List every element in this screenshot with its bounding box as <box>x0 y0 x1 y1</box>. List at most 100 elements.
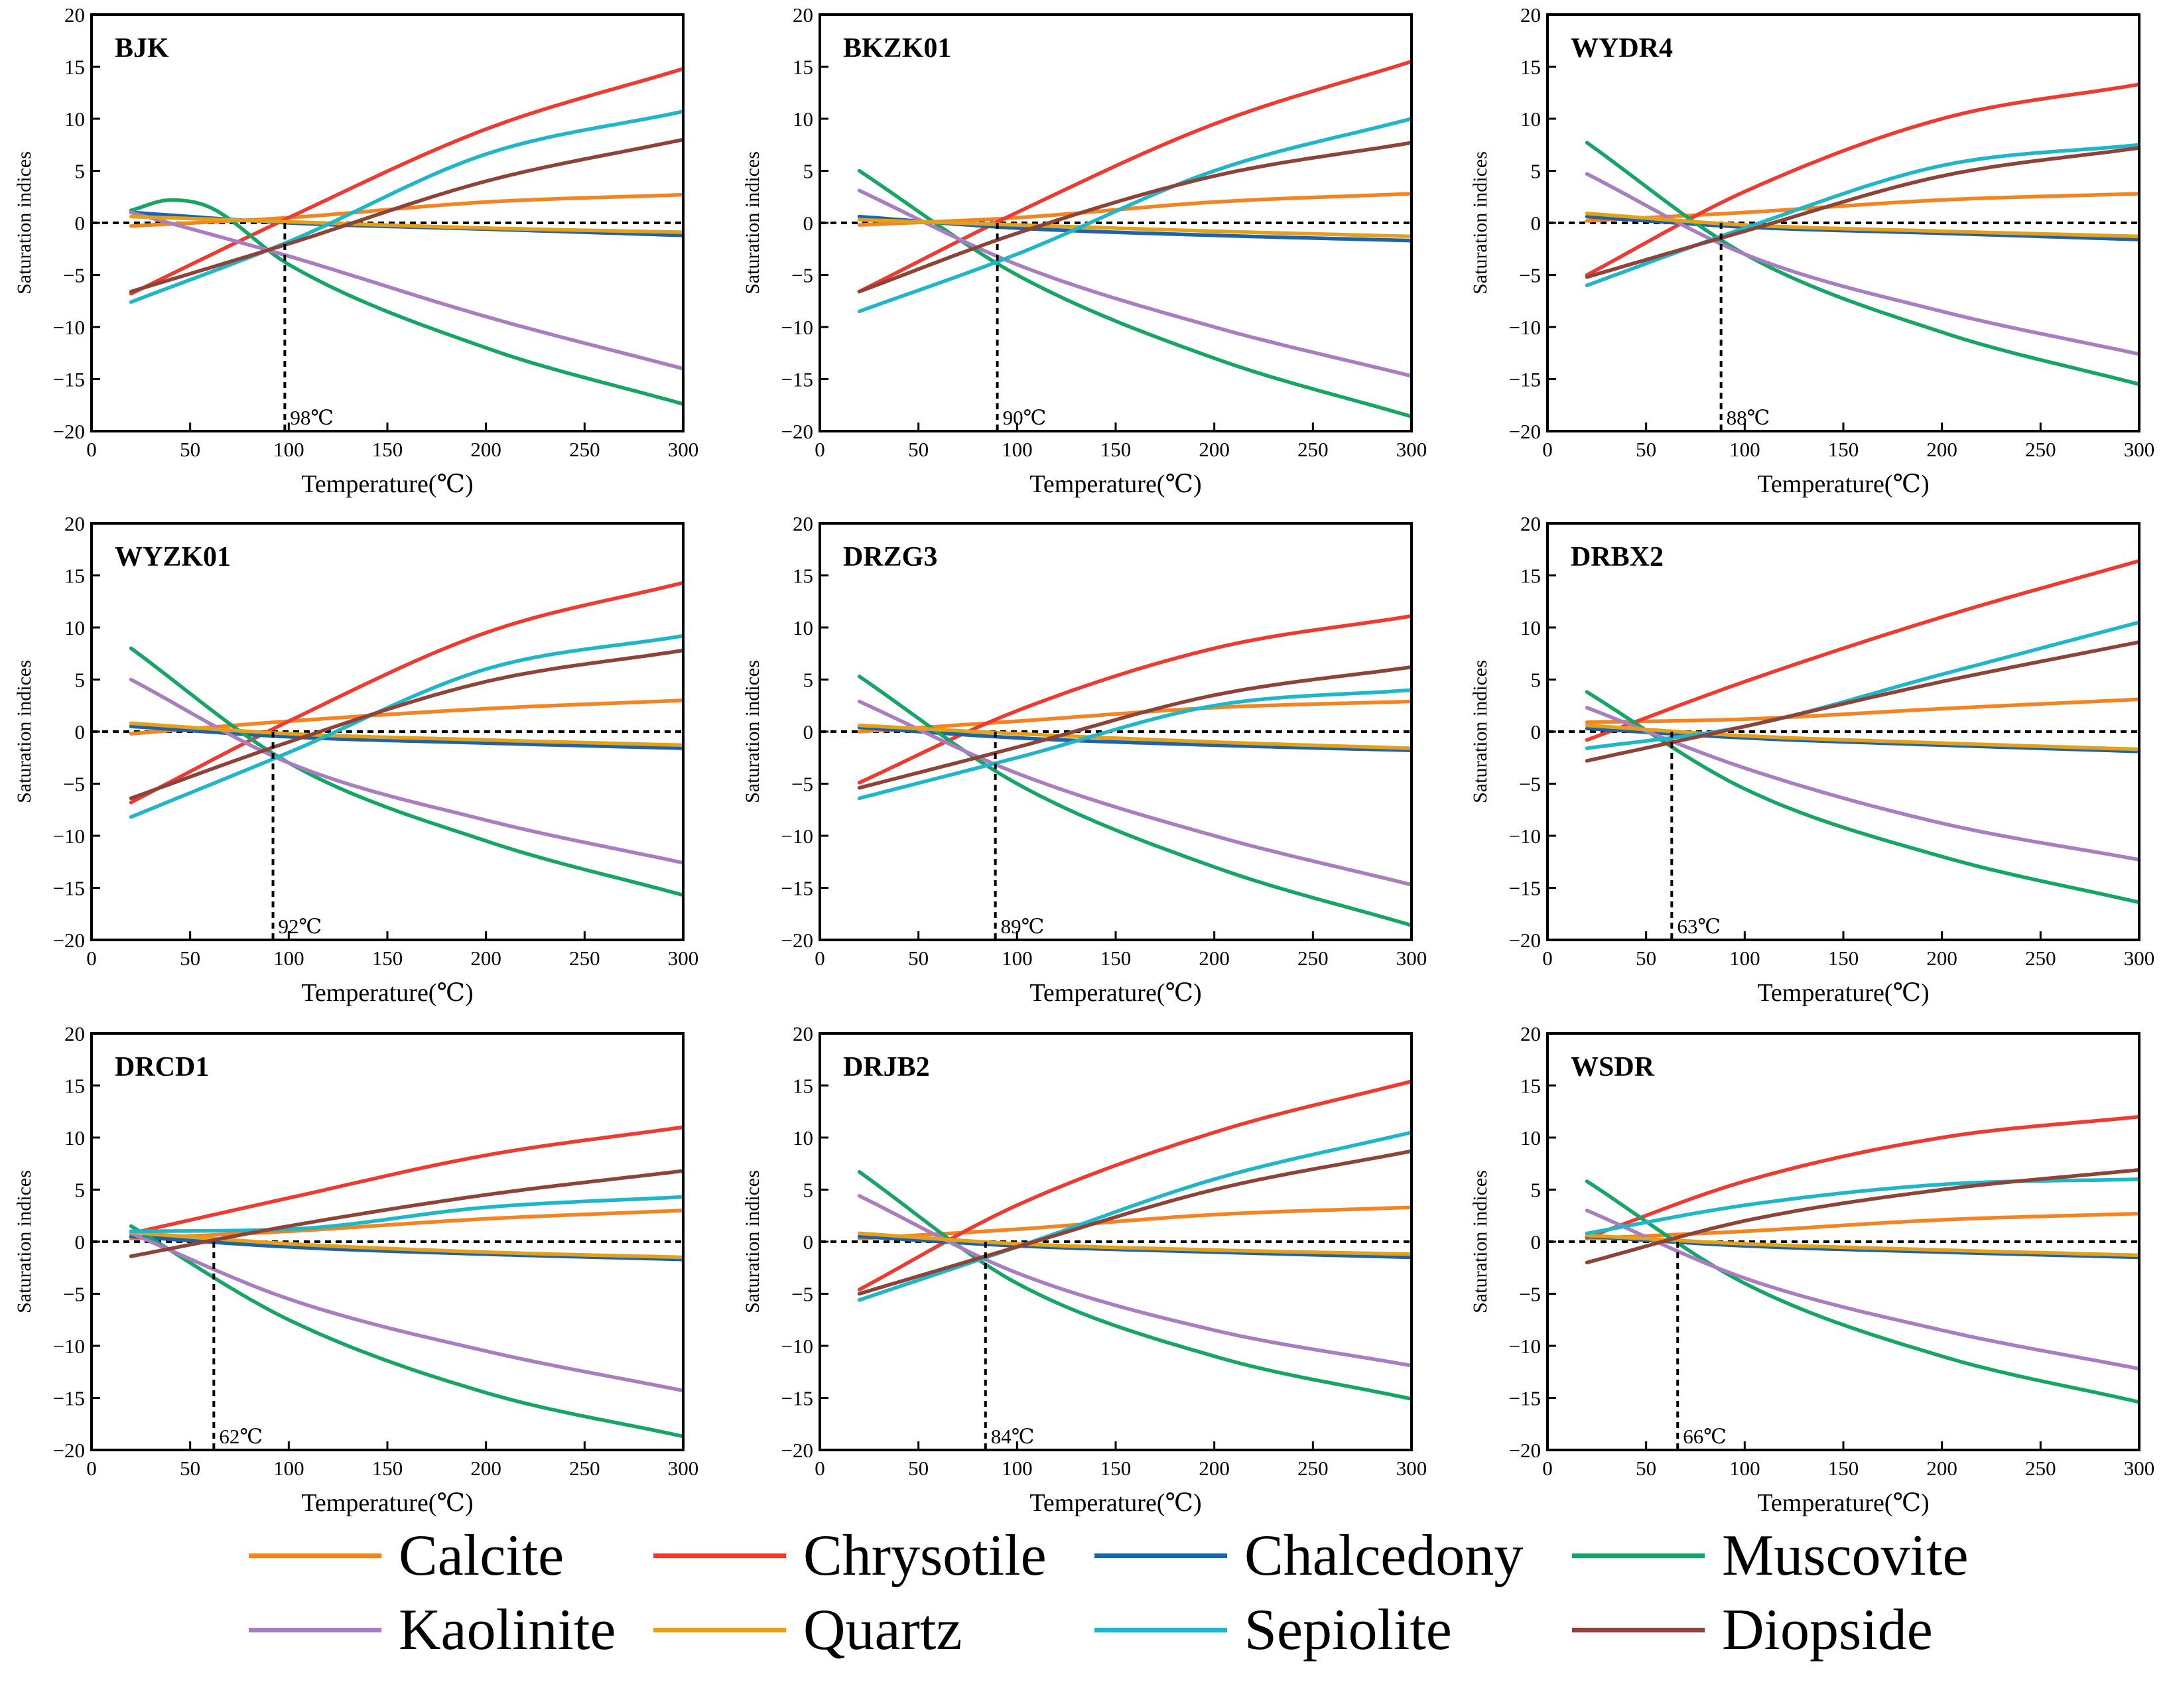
series-line-calcite <box>129 698 683 736</box>
y-tick-label: −20 <box>1509 420 1541 443</box>
chart-drbx2: 63℃ 0 50 100 150 200 250 300 −20 −15 −10 −5 0 5 10 15 20… <box>1469 512 2154 1007</box>
equilibrium-temperature-label: 63℃ <box>1677 915 1721 938</box>
y-tick-label: 5 <box>803 1179 814 1202</box>
y-tick-label: −20 <box>53 1439 85 1462</box>
x-tick-label: 50 <box>180 438 200 461</box>
series-group <box>1585 1114 2139 1404</box>
chart-title: BKZK01 <box>843 33 951 64</box>
x-tick-label: 300 <box>668 438 699 461</box>
chart-drcd1: 62℃ 0 50 100 150 200 250 300 −20 −15 −10 −5 0 5 10 15 20… <box>13 1022 698 1517</box>
x-tick-label: 300 <box>1396 947 1427 970</box>
y-tick-label: −5 <box>791 773 813 796</box>
x-tick-label: 0 <box>86 947 97 970</box>
x-tick-label: 50 <box>180 1457 200 1480</box>
x-tick-label: 50 <box>1636 438 1656 461</box>
series-line-sepiolite <box>1585 1177 2139 1236</box>
legend-label-chrysotile: Chrysotile <box>803 1523 1047 1588</box>
y-axis-label: Saturation indices <box>742 1170 763 1313</box>
y-tick-label: 20 <box>64 1022 85 1045</box>
x-tick-label: 250 <box>1297 1457 1329 1480</box>
y-tick-label: 5 <box>803 160 814 183</box>
y-tick-label: 0 <box>1531 720 1542 744</box>
x-tick-label: 250 <box>2025 1457 2056 1480</box>
legend-label-calcite: Calcite <box>399 1523 564 1588</box>
series-line-calcite <box>1585 1211 2139 1241</box>
series-group <box>1585 558 2139 905</box>
chart-title: WSDR <box>1571 1052 1655 1083</box>
series-line-diopside <box>1585 1167 2139 1265</box>
series-line-kaolinite <box>129 1231 683 1393</box>
y-tick-label: −10 <box>781 1335 813 1358</box>
x-tick-label: 0 <box>1542 1457 1553 1480</box>
y-axis-label: Saturation indices <box>1469 660 1491 803</box>
y-tick-label: −5 <box>1519 773 1541 796</box>
x-tick-label: 150 <box>1828 947 1859 970</box>
x-axis-label: Temperature(℃) <box>301 470 473 498</box>
x-axis-label: Temperature(℃) <box>301 1489 473 1517</box>
x-tick-label: 250 <box>1297 947 1329 970</box>
y-tick-label: −20 <box>781 929 813 952</box>
x-tick-label: 50 <box>1636 947 1656 970</box>
series-line-chrysotile <box>857 614 1412 785</box>
series-line-chalcedony <box>129 724 683 750</box>
series-line-kaolinite <box>857 699 1412 887</box>
chart-bkzk01: 90℃ 0 50 100 150 200 250 300 −20 −15 −10 −5 0 5 10 15 20… <box>742 3 1427 498</box>
chart-title: WYZK01 <box>115 542 231 572</box>
series-line-diopside <box>129 1169 683 1258</box>
series-line-kaolinite <box>1585 1209 2139 1371</box>
series-line-muscovite <box>129 1224 683 1439</box>
x-tick-label: 50 <box>908 947 929 970</box>
y-tick-label: −15 <box>781 877 813 900</box>
series-line-sepiolite <box>857 117 1412 314</box>
chart-title: DRZG3 <box>843 542 937 572</box>
y-tick-label: −20 <box>1509 1439 1541 1462</box>
series-line-muscovite <box>1585 690 2139 905</box>
series-line-kaolinite <box>857 188 1412 378</box>
series-line-calcite <box>1585 192 2139 223</box>
series-line-diopside <box>1585 640 2139 763</box>
x-tick-label: 250 <box>1297 438 1329 461</box>
x-tick-label: 50 <box>1636 1457 1656 1480</box>
equilibrium-temperature-label: 62℃ <box>219 1425 263 1448</box>
series-group <box>857 614 1412 927</box>
y-tick-label: 5 <box>803 669 814 692</box>
series-line-chrysotile <box>129 580 683 805</box>
x-tick-label: 0 <box>1542 947 1553 970</box>
y-tick-label: −15 <box>53 368 85 391</box>
legend-label-diopside: Diopside <box>1722 1597 1933 1662</box>
series-line-chrysotile <box>1585 82 2139 277</box>
chart-drzg3: 89℃ 0 50 100 150 200 250 300 −20 −15 −10 −5 0 5 10 15 20… <box>742 512 1427 1007</box>
y-tick-label: 15 <box>1520 1075 1541 1098</box>
y-tick-label: −20 <box>1509 929 1541 952</box>
y-tick-label: −15 <box>781 368 813 391</box>
series-line-diopside <box>857 141 1412 294</box>
x-tick-label: 50 <box>908 1457 929 1480</box>
x-tick-label: 150 <box>1100 438 1132 461</box>
series-line-calcite <box>1585 697 2139 724</box>
chart-wydr4: 88℃ 0 50 100 150 200 250 300 −20 −15 −10 −5 0 5 10 15 20… <box>1469 3 2154 498</box>
y-tick-label: 20 <box>1520 3 1541 27</box>
y-tick-label: −20 <box>53 929 85 952</box>
x-tick-label: 200 <box>470 1457 501 1480</box>
x-tick-label: 150 <box>1100 1457 1132 1480</box>
y-tick-label: −20 <box>781 420 813 443</box>
legend-item-calcite: Calcite <box>249 1519 564 1592</box>
x-tick-label: 300 <box>668 947 699 970</box>
series-group <box>857 59 1412 419</box>
x-tick-label: 0 <box>815 438 825 461</box>
series-line-chalcedony <box>129 1234 683 1262</box>
x-axis-label: Temperature(℃) <box>1029 979 1201 1007</box>
series-line-kaolinite <box>1585 706 2139 862</box>
x-axis-label: Temperature(℃) <box>301 979 473 1007</box>
y-tick-label: −5 <box>1519 1283 1541 1306</box>
y-tick-label: 5 <box>1531 160 1542 183</box>
legend-item-sepiolite: Sepiolite <box>1094 1593 1452 1666</box>
series-line-quartz <box>857 723 1412 750</box>
y-tick-label: −5 <box>791 1283 813 1306</box>
x-axis-label: Temperature(℃) <box>1757 979 1929 1007</box>
series-line-sepiolite <box>129 633 683 819</box>
x-tick-label: 0 <box>86 1457 97 1480</box>
x-tick-label: 150 <box>372 438 403 461</box>
x-axis-label: Temperature(℃) <box>1757 1489 1929 1517</box>
series-line-quartz <box>1585 1233 2139 1258</box>
